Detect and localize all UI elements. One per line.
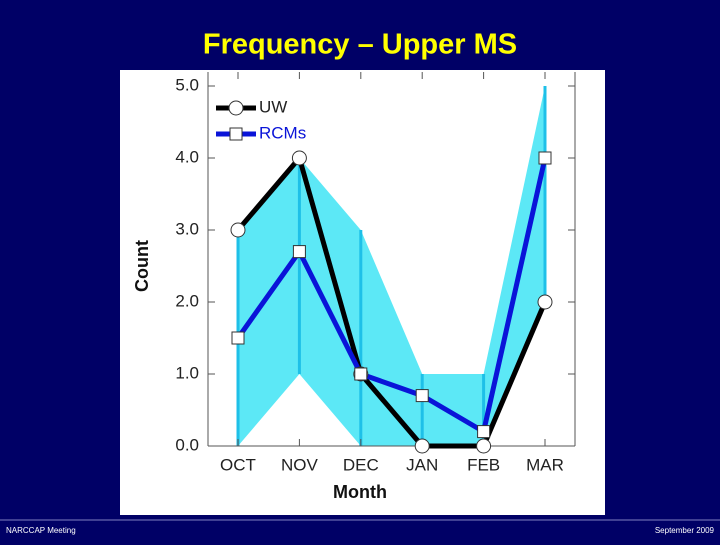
point <box>477 425 491 439</box>
y-tick-label: 1.0 <box>175 363 199 382</box>
y-tick-label: 2.0 <box>175 291 199 310</box>
x-axis-label: Month <box>333 482 387 502</box>
range-band <box>238 86 545 446</box>
slide-title: Frequency – Upper MS <box>203 29 517 61</box>
point <box>476 438 492 454</box>
point <box>538 151 552 165</box>
x-tick-label: MAR <box>526 455 564 474</box>
point <box>414 438 430 454</box>
x-tick-label: FEB <box>467 455 500 474</box>
y-tick-label: 0.0 <box>175 435 199 454</box>
series-line <box>236 155 548 449</box>
x-tick-label: DEC <box>343 455 379 474</box>
point <box>292 245 306 259</box>
point <box>291 150 307 166</box>
point <box>231 331 245 345</box>
y-axis-label: Count <box>132 240 152 292</box>
y-tick-label: 3.0 <box>175 219 199 238</box>
point <box>354 367 368 381</box>
legend-label: RCMs <box>259 123 306 142</box>
legend-marker <box>229 127 243 141</box>
x-tick-label: OCT <box>220 455 256 474</box>
y-tick-label: 4.0 <box>175 147 199 166</box>
x-tick-label: JAN <box>406 455 438 474</box>
y-tick-label: 5.0 <box>175 75 199 94</box>
point <box>415 389 429 403</box>
point <box>230 222 246 238</box>
x-tick-label: NOV <box>281 455 319 474</box>
footer-right: September 2009 <box>655 526 715 535</box>
legend-marker <box>228 100 244 116</box>
series-line <box>235 157 548 435</box>
point <box>537 294 553 310</box>
footer-left: NARCCAP Meeting <box>6 526 76 535</box>
legend-label: UW <box>259 97 287 116</box>
